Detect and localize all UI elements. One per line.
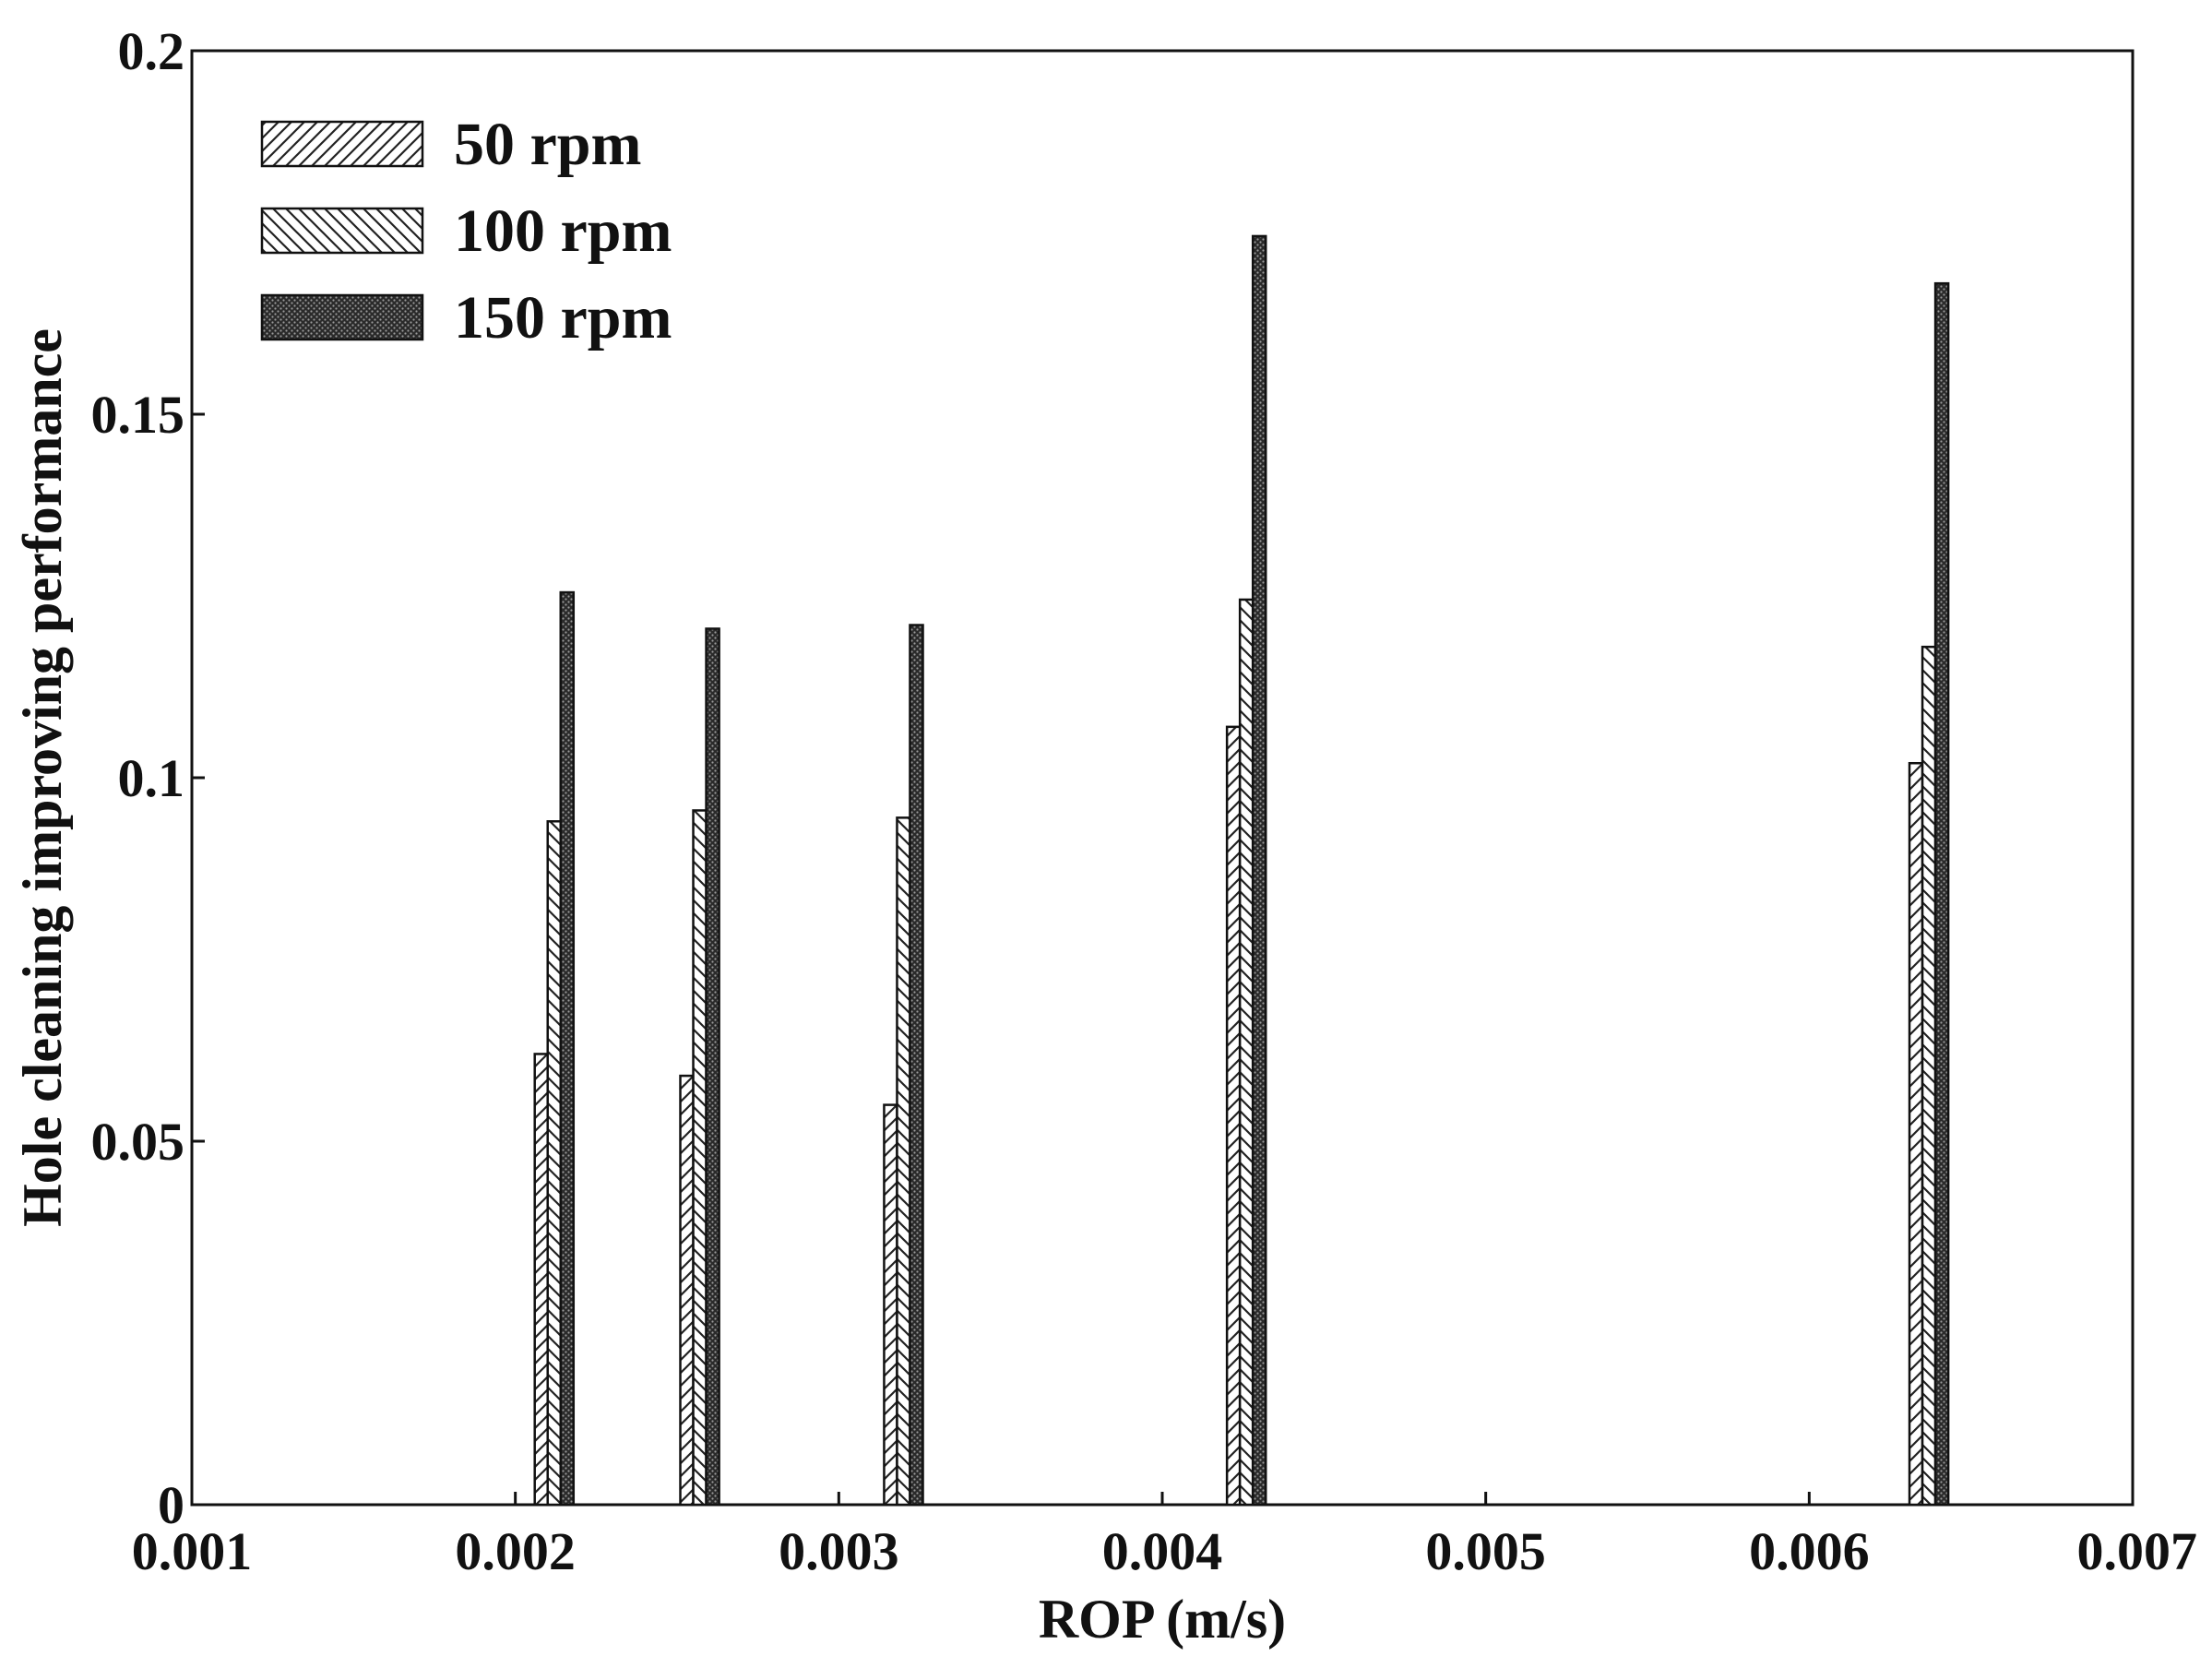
legend: 50 rpm 100 rpm 150 rpm bbox=[260, 111, 672, 351]
x-tick-label: 0.007 bbox=[2077, 1521, 2198, 1581]
y-tick-label: 0.05 bbox=[91, 1112, 185, 1172]
bar-100-rpm bbox=[1238, 598, 1255, 1507]
x-axis: 0.001 0.002 0.003 0.004 0.005 0.006 0.007 bbox=[132, 1492, 2197, 1581]
x-tick-label: 0.005 bbox=[1425, 1521, 1546, 1581]
bar-100-rpm bbox=[896, 816, 911, 1507]
y-tick-label: 0.1 bbox=[118, 748, 185, 808]
plot-area-frame bbox=[190, 49, 2135, 1507]
y-tick-label: 0 bbox=[158, 1475, 184, 1535]
bar-50-rpm bbox=[1908, 761, 1924, 1507]
bar-100-rpm bbox=[546, 820, 563, 1507]
bar-150-rpm bbox=[705, 627, 720, 1507]
legend-label: 150 rpm bbox=[454, 284, 672, 351]
legend-label: 50 rpm bbox=[454, 111, 641, 178]
x-tick-label: 0.004 bbox=[1102, 1521, 1223, 1581]
y-axis-title: Hole cleaning improving performance bbox=[12, 328, 73, 1227]
legend-label: 100 rpm bbox=[454, 197, 672, 265]
y-tick-label: 0.15 bbox=[91, 385, 185, 445]
x-tick-label: 0.003 bbox=[779, 1521, 899, 1581]
bar-150-rpm bbox=[1933, 281, 1950, 1507]
bars-group bbox=[533, 234, 1950, 1507]
x-tick-label: 0.006 bbox=[1749, 1521, 1870, 1581]
legend-swatch bbox=[260, 207, 424, 255]
legend-swatch bbox=[260, 293, 424, 341]
bar-150-rpm bbox=[559, 590, 576, 1507]
bar-100-rpm bbox=[1921, 645, 1937, 1507]
x-tick-label: 0.002 bbox=[455, 1521, 576, 1581]
y-axis: 0 0.05 0.1 0.15 0.2 bbox=[91, 21, 205, 1535]
bar-50-rpm bbox=[533, 1053, 549, 1507]
legend-swatch bbox=[260, 120, 424, 168]
x-tick-label: 0.001 bbox=[132, 1521, 253, 1581]
bar-150-rpm bbox=[1251, 234, 1267, 1507]
bar-50-rpm bbox=[679, 1074, 695, 1507]
bar-150-rpm bbox=[909, 624, 924, 1507]
bar-50-rpm bbox=[1225, 725, 1242, 1507]
bar-100-rpm bbox=[692, 809, 708, 1507]
x-axis-title: ROP (m/s) bbox=[1039, 1589, 1286, 1650]
bar-50-rpm bbox=[883, 1103, 898, 1507]
y-tick-label: 0.2 bbox=[118, 21, 185, 81]
